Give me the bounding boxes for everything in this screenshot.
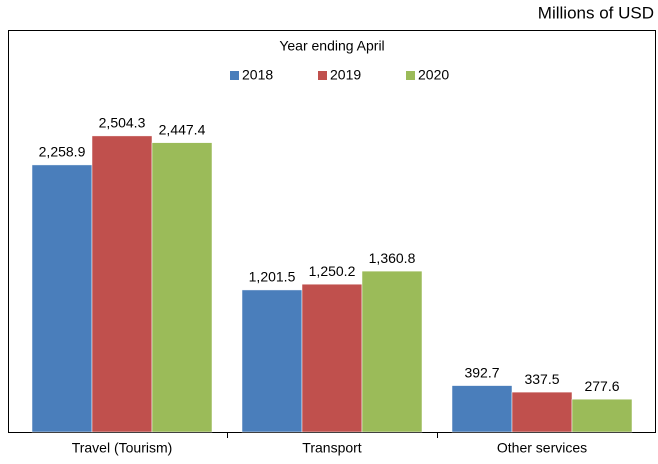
value-label: 2,447.4 <box>159 121 206 137</box>
legend-title: Year ending April <box>279 38 384 54</box>
bar <box>511 391 573 433</box>
legend-swatch <box>318 71 327 80</box>
legend-label: 2018 <box>242 67 273 83</box>
value-label: 1,250.2 <box>309 263 356 279</box>
bar <box>31 164 93 433</box>
x-tick-label: Other services <box>497 440 587 456</box>
legend-label: 2019 <box>330 67 361 83</box>
value-label: 392.7 <box>464 364 499 380</box>
legend-swatch <box>406 71 415 80</box>
bar <box>451 385 513 433</box>
x-tick-label: Transport <box>302 440 362 456</box>
bar <box>301 283 363 433</box>
value-label: 337.5 <box>524 371 559 387</box>
bar <box>571 398 633 433</box>
value-label: 277.6 <box>584 378 619 394</box>
unit-label: Millions of USD <box>538 3 654 22</box>
legend-swatch <box>230 71 239 80</box>
value-label: 2,258.9 <box>39 144 86 160</box>
value-label: 1,360.8 <box>369 250 416 266</box>
value-label: 1,201.5 <box>249 269 296 285</box>
value-label: 2,504.3 <box>99 115 146 131</box>
bar <box>91 135 153 433</box>
bar <box>151 142 213 433</box>
bar <box>241 289 303 433</box>
legend-label: 2020 <box>418 67 449 83</box>
bar <box>361 270 423 433</box>
x-tick-label: Travel (Tourism) <box>72 440 173 456</box>
